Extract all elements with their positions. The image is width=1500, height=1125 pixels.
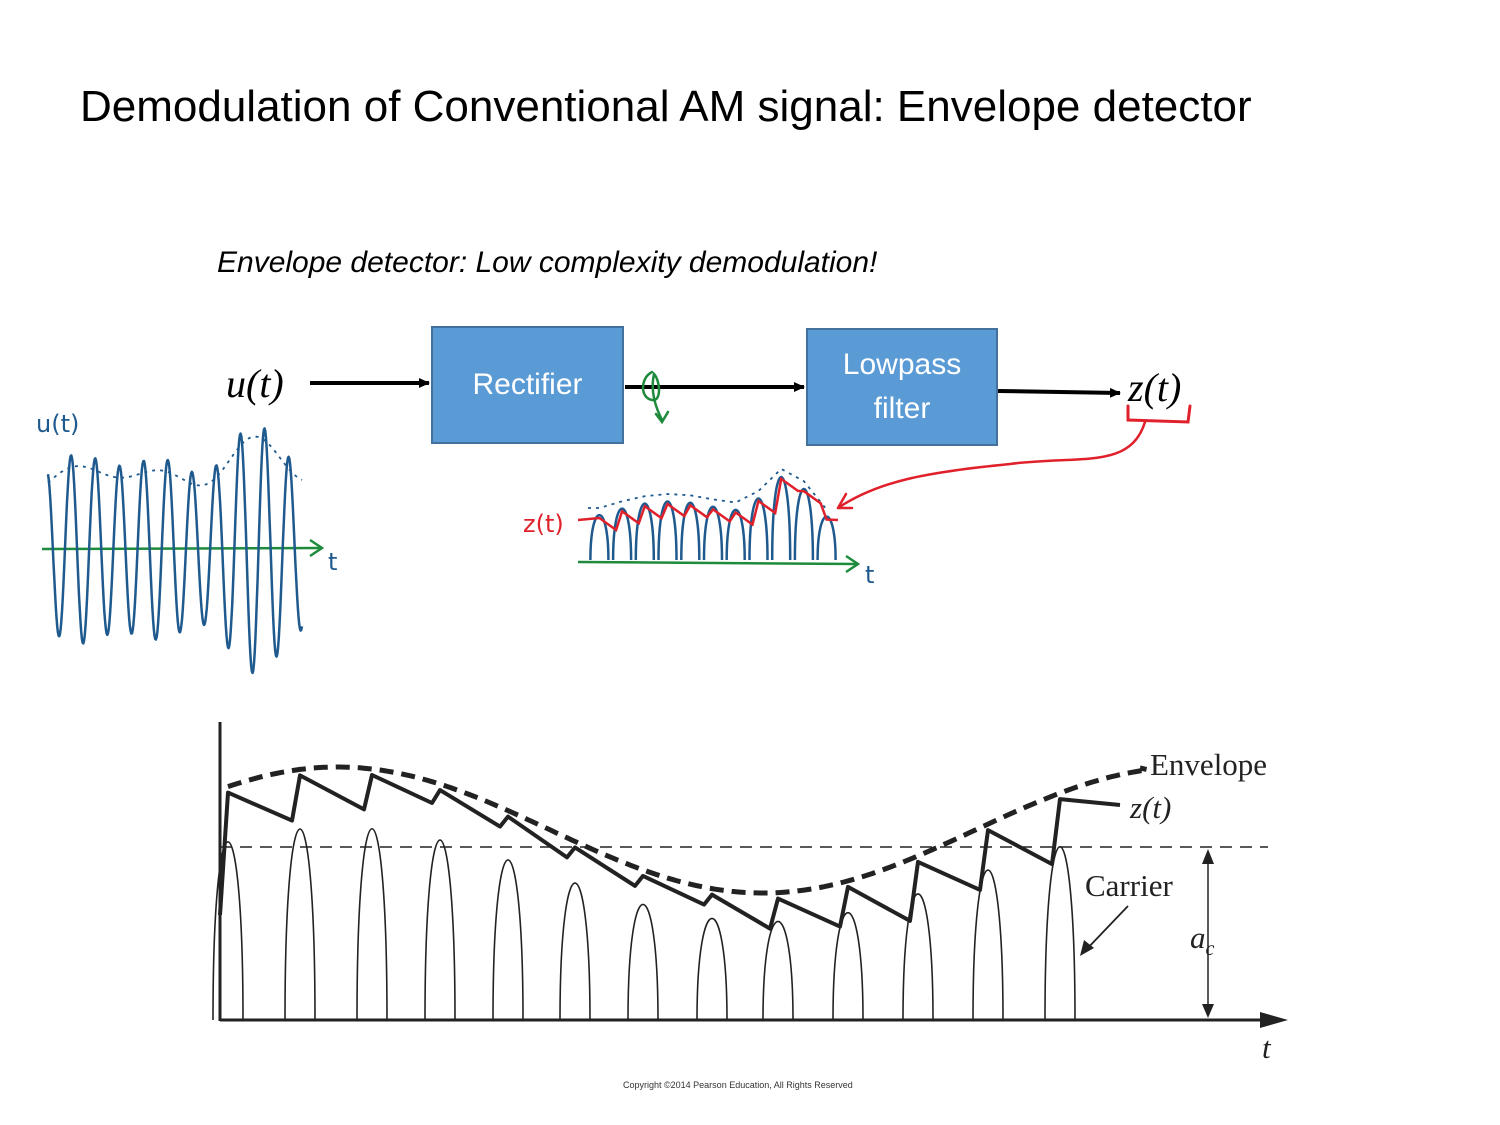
carrier-pointer-line	[1083, 905, 1129, 953]
red-arrow-to-sketch	[836, 420, 1147, 510]
ac-dimension-bottom-arrow	[1202, 1004, 1214, 1018]
u-signal-sketch	[41, 427, 325, 675]
handwritten-t-axis-left: t	[328, 548, 338, 576]
carrier-pulses	[212, 827, 1076, 1021]
output-signal-label: z(t)	[1128, 365, 1182, 410]
u-sketch-time-axis	[41, 546, 323, 551]
carrier-pointer-arrowhead	[1080, 940, 1094, 956]
u-sketch-axis-arrowhead	[309, 538, 325, 558]
ac-dimension-top-arrow	[1202, 849, 1214, 864]
envelope-dashed-curve	[227, 764, 1149, 896]
figure-time-axis-arrowhead	[1260, 1012, 1288, 1028]
slide-title: Demodulation of Conventional AM signal: …	[80, 82, 1252, 131]
arrow-lowpass-to-output	[997, 387, 1121, 398]
ac-main: a	[1190, 920, 1206, 955]
handwritten-t-axis-mid: t	[865, 561, 875, 589]
envelope-detector-figure	[212, 722, 1288, 1028]
u-sketch-waveform	[46, 427, 304, 675]
handwritten-z-label: z(t)	[523, 510, 564, 538]
green-squiggle-annotation	[641, 370, 670, 425]
lowpass-label-line2: filter	[873, 392, 931, 425]
rectifier-label: Rectifier	[472, 368, 583, 401]
lowpass-label-line1: Lowpass	[842, 348, 962, 381]
rect-sketch-time-axis	[577, 560, 859, 566]
figure-ac-label: ac	[1190, 920, 1214, 961]
rect-sketch-z-curve	[577, 476, 839, 533]
rect-sketch-envelope	[588, 467, 828, 511]
slide-subtitle: Envelope detector: Low complexity demodu…	[217, 246, 878, 279]
red-bracket-annotation	[1126, 404, 1192, 424]
figure-t-axis-label: t	[1262, 1030, 1271, 1065]
figure-carrier-label: Carrier	[1085, 868, 1173, 903]
rect-sketch-axis-arrowhead	[845, 554, 861, 574]
ac-subscript: c	[1205, 938, 1215, 961]
figure-z-label: z(t)	[1130, 790, 1172, 825]
input-signal-label: u(t)	[226, 361, 284, 406]
rectified-signal-sketch	[577, 467, 861, 574]
figure-envelope-label: Envelope	[1150, 747, 1268, 782]
z-output-curve	[218, 773, 1121, 931]
rect-sketch-pulses	[589, 475, 837, 561]
lowpass-filter-block: Lowpass filter	[806, 328, 998, 446]
rectifier-block: Rectifier	[431, 326, 624, 444]
handwritten-u-label: u(t)	[36, 410, 80, 438]
u-sketch-envelope	[47, 435, 303, 487]
copyright-notice: Copyright ©2014 Pearson Education, All R…	[623, 1080, 853, 1090]
